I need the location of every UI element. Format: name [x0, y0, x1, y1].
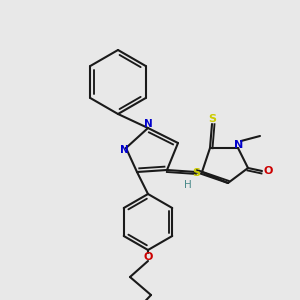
Text: N: N: [120, 145, 128, 155]
Text: S: S: [208, 114, 216, 124]
Text: O: O: [143, 252, 153, 262]
Text: N: N: [144, 119, 152, 129]
Text: N: N: [234, 140, 244, 150]
Text: H: H: [184, 180, 192, 190]
Text: S: S: [192, 168, 200, 178]
Text: O: O: [263, 166, 273, 176]
